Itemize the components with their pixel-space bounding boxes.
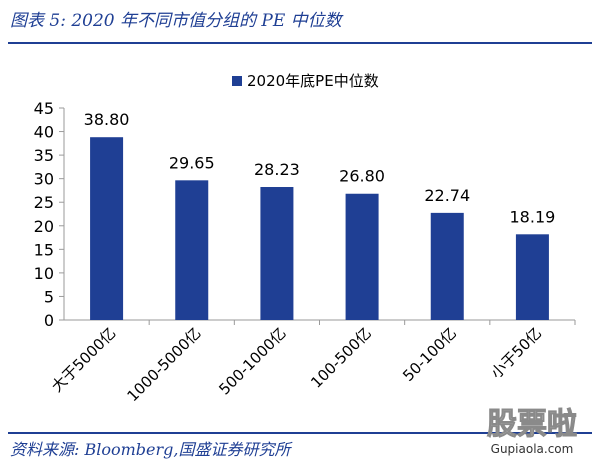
- bar: [430, 212, 464, 320]
- title-divider: [8, 42, 592, 44]
- y-tick-label: 15: [34, 240, 54, 259]
- data-label: 26.80: [339, 167, 385, 186]
- data-label: 22.74: [424, 186, 470, 205]
- legend-swatch: [232, 76, 242, 86]
- x-tick-label: 500-1000亿: [215, 324, 289, 398]
- legend-label: 2020年底PE中位数: [247, 72, 379, 90]
- y-tick-label: 30: [34, 170, 54, 189]
- y-tick-label: 35: [34, 146, 54, 165]
- data-label: 29.65: [169, 153, 215, 172]
- y-tick-label: 20: [34, 217, 54, 236]
- data-label: 28.23: [254, 160, 300, 179]
- watermark-url: Gupiaola.com: [490, 442, 574, 456]
- x-tick-label: 大于5000亿: [48, 324, 120, 396]
- y-tick-label: 5: [44, 287, 54, 306]
- source-divider: [8, 432, 592, 434]
- x-tick-label: 1000-5000亿: [123, 324, 204, 405]
- x-tick-label: 小于50亿: [487, 324, 545, 382]
- watermark-logo: 股票啦 Gupiaola.com: [472, 407, 592, 464]
- x-tick-label: 100-500亿: [307, 324, 375, 392]
- data-label: 38.80: [84, 110, 130, 129]
- y-tick-label: 25: [34, 193, 54, 212]
- bar: [345, 193, 379, 320]
- bar: [175, 180, 209, 320]
- y-tick-label: 40: [34, 123, 54, 142]
- data-label: 18.19: [510, 207, 556, 226]
- x-tick-label: 50-100亿: [399, 324, 460, 385]
- bar: [515, 234, 549, 320]
- y-tick-label: 10: [34, 264, 54, 283]
- watermark-text: 股票啦: [487, 407, 578, 442]
- bar: [260, 187, 294, 320]
- bar: [90, 137, 124, 320]
- figure-title: 图表 5: 2020 年不同市值分组的 PE 中位数: [10, 11, 342, 31]
- y-tick-label: 0: [44, 311, 54, 330]
- source-note: 资料来源: Bloomberg,国盛证券研究所: [10, 440, 291, 459]
- y-tick-label: 45: [34, 99, 54, 118]
